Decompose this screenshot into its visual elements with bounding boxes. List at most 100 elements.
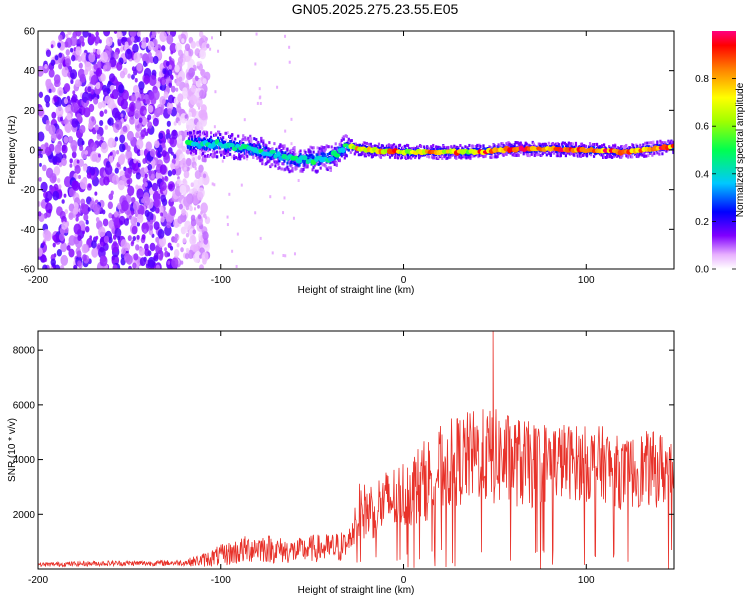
signal-halo-cell [452, 152, 455, 156]
signal-cell [303, 161, 306, 165]
noise-cell [68, 212, 74, 220]
signal-halo-cell [293, 146, 296, 150]
noise-cell [259, 236, 262, 240]
noise-cell [158, 236, 167, 247]
noise-cell [290, 117, 293, 121]
noise-cell [120, 113, 124, 118]
noise-cell [78, 174, 81, 180]
signal-halo-cell [261, 162, 264, 166]
snr-y-label: SNR (10 * v/v) [7, 418, 18, 482]
signal-halo-cell [245, 152, 248, 156]
noise-cell [72, 180, 80, 192]
signal-halo-cell [280, 149, 283, 153]
noise-cell [52, 156, 58, 164]
noise-cell [181, 208, 187, 216]
noise-cell [283, 196, 286, 200]
noise-cell [199, 254, 203, 259]
signal-halo-cell [556, 154, 559, 158]
noise-cell [137, 162, 141, 168]
noise-cell [170, 74, 174, 79]
noise-cell [121, 247, 126, 255]
spectrogram-y-tick-label: 60 [24, 27, 36, 38]
noise-cell [200, 202, 208, 214]
noise-cell [77, 137, 84, 148]
noise-cell [185, 157, 192, 167]
signal-halo-cell [227, 150, 230, 154]
signal-halo-cell [278, 166, 281, 170]
signal-halo-cell [376, 145, 380, 149]
noise-cell [235, 264, 238, 268]
noise-cell [54, 55, 59, 61]
signal-halo-cell [333, 162, 336, 166]
signal-halo-cell [607, 153, 610, 157]
signal-halo-cell [611, 155, 614, 159]
noise-cell [132, 201, 140, 211]
signal-halo-cell [541, 142, 544, 146]
noise-cell [130, 94, 136, 102]
signal-halo-cell [547, 141, 550, 145]
signal-cell [592, 146, 596, 150]
signal-halo-cell [646, 141, 649, 145]
noise-cell [44, 230, 52, 242]
noise-cell [89, 166, 96, 176]
signal-halo-cell [497, 143, 500, 147]
noise-cell [56, 178, 61, 183]
signal-halo-cell [371, 154, 375, 158]
noise-cell [38, 176, 42, 182]
noise-cell [146, 98, 151, 105]
signal-halo-cell [565, 143, 569, 147]
signal-halo-cell [595, 142, 599, 146]
noise-cell [82, 164, 88, 172]
signal-halo-cell [528, 154, 531, 158]
noise-cell [189, 188, 193, 194]
signal-halo-cell [276, 160, 279, 164]
signal-halo-cell [282, 162, 285, 166]
signal-halo-cell [567, 141, 571, 145]
noise-cell [177, 215, 184, 225]
signal-halo-cell [354, 142, 357, 146]
noise-cell [127, 235, 132, 242]
signal-halo-cell [207, 154, 211, 158]
signal-halo-cell [189, 131, 193, 135]
noise-cell [164, 250, 169, 258]
noise-cell [143, 166, 149, 173]
noise-cell [107, 98, 115, 109]
noise-cell [96, 48, 101, 55]
colorbar-tick-label: 0.4 [695, 169, 709, 180]
signal-halo-cell [319, 146, 322, 150]
signal-halo-cell [501, 142, 504, 146]
noise-cell [199, 264, 204, 269]
signal-halo-cell [403, 154, 407, 158]
noise-cell [130, 36, 135, 42]
noise-cell [132, 262, 137, 269]
signal-halo-cell [268, 159, 271, 163]
noise-cell [197, 204, 200, 209]
signal-halo-cell [411, 146, 414, 150]
noise-cell [139, 149, 144, 156]
noise-cell [88, 183, 92, 188]
noise-cell [83, 107, 91, 118]
signal-core-cell [269, 149, 277, 154]
noise-cell [38, 131, 45, 142]
signal-halo-cell [260, 139, 263, 143]
spectrogram-x-tick-label: 100 [578, 275, 595, 286]
noise-cell [51, 111, 57, 119]
signal-halo-cell [198, 132, 202, 136]
noise-cell [111, 241, 119, 253]
noise-cell [130, 216, 137, 226]
signal-halo-cell [243, 156, 246, 160]
noise-cell [149, 219, 154, 225]
signal-halo-cell [348, 141, 351, 145]
signal-halo-cell [369, 142, 373, 146]
signal-halo-cell [290, 163, 293, 167]
signal-halo-cell [576, 151, 580, 155]
signal-cell [406, 153, 410, 157]
noise-cell [111, 174, 120, 185]
signal-halo-cell [664, 141, 667, 145]
signal-halo-cell [447, 146, 450, 150]
noise-cell [226, 223, 229, 227]
noise-cell [63, 118, 68, 125]
signal-halo-cell [471, 154, 474, 158]
signal-halo-cell [221, 150, 224, 154]
